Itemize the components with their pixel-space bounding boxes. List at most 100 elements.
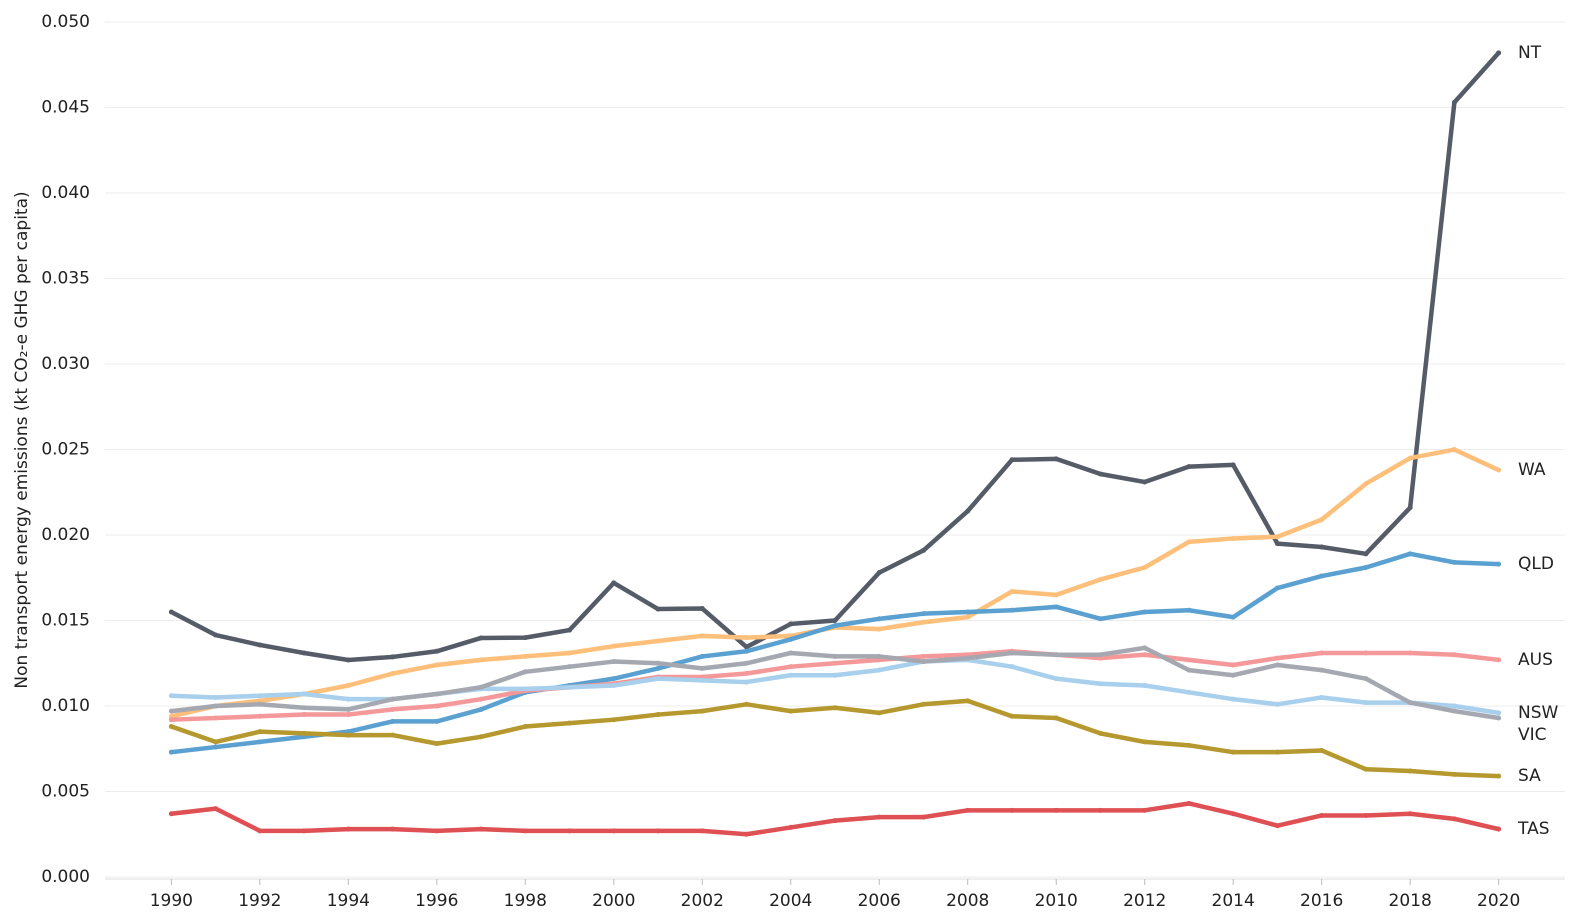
point (567, 627, 573, 633)
point (1142, 807, 1148, 813)
x-tick-label: 2014 (1212, 891, 1255, 911)
point (1319, 667, 1325, 673)
point (965, 609, 971, 615)
point (655, 638, 661, 644)
point (1186, 689, 1192, 695)
x-tick-label: 2012 (1123, 891, 1166, 911)
point (1496, 710, 1502, 716)
point (522, 724, 528, 730)
point (345, 712, 351, 718)
point (1186, 607, 1192, 613)
point (1230, 672, 1236, 678)
x-tick-label: 2010 (1035, 891, 1078, 911)
point (1097, 681, 1103, 687)
point (168, 609, 174, 615)
point (788, 650, 794, 656)
point (1230, 462, 1236, 468)
point (611, 717, 617, 723)
point (1097, 730, 1103, 736)
point (876, 710, 882, 716)
point (1097, 576, 1103, 582)
point (345, 696, 351, 702)
point (699, 677, 705, 683)
point (920, 619, 926, 625)
point (434, 691, 440, 697)
x-tick-label: 1994 (327, 891, 370, 911)
point (655, 828, 661, 834)
point (301, 705, 307, 711)
y-tick-label: 0.010 (41, 696, 90, 716)
point (788, 672, 794, 678)
point (876, 616, 882, 622)
point (920, 814, 926, 820)
point (522, 653, 528, 659)
point (1230, 696, 1236, 702)
point (522, 635, 528, 641)
y-tick-label: 0.000 (41, 867, 90, 887)
point (1230, 614, 1236, 620)
point (920, 701, 926, 707)
point (478, 696, 484, 702)
legend-label: NT (1518, 43, 1542, 63)
point (390, 826, 396, 832)
point (1496, 467, 1502, 473)
point (1230, 811, 1236, 817)
point (1186, 539, 1192, 545)
point (744, 635, 750, 641)
point (390, 696, 396, 702)
point (1097, 616, 1103, 622)
point (1451, 652, 1457, 658)
legend-label: NSW (1518, 703, 1559, 723)
point (1097, 471, 1103, 477)
point (434, 718, 440, 724)
point (611, 659, 617, 665)
point (1230, 662, 1236, 668)
point (965, 655, 971, 661)
point (1407, 455, 1413, 461)
series-line (171, 551, 1499, 755)
point (257, 828, 263, 834)
point (1407, 768, 1413, 774)
point (1009, 664, 1015, 670)
point (1496, 50, 1502, 56)
point (434, 662, 440, 668)
point (1496, 561, 1502, 567)
point (1274, 749, 1280, 755)
point (478, 635, 484, 641)
point (920, 547, 926, 553)
point (744, 831, 750, 837)
point (1363, 766, 1369, 772)
point (1053, 715, 1059, 721)
point (788, 708, 794, 714)
legend-label: QLD (1518, 554, 1554, 574)
point (920, 653, 926, 659)
y-tick-label: 0.035 (41, 269, 90, 289)
point (655, 660, 661, 666)
point (1142, 479, 1148, 485)
x-tick-label: 2008 (946, 891, 989, 911)
point (1496, 715, 1502, 721)
point (1142, 652, 1148, 658)
point (1451, 447, 1457, 453)
point (345, 732, 351, 738)
point (744, 648, 750, 654)
point (1009, 607, 1015, 613)
point (1451, 703, 1457, 709)
legend-label: WA (1518, 460, 1546, 480)
point (655, 676, 661, 682)
point (832, 672, 838, 678)
point (1009, 650, 1015, 656)
x-tick-label: 2000 (592, 891, 635, 911)
point (788, 636, 794, 642)
point (1496, 657, 1502, 663)
point (1274, 701, 1280, 707)
point (1186, 667, 1192, 673)
point (1319, 573, 1325, 579)
point (832, 618, 838, 624)
point (965, 508, 971, 514)
point (168, 708, 174, 714)
point (655, 712, 661, 718)
point (1407, 505, 1413, 511)
point (301, 691, 307, 697)
point (699, 828, 705, 834)
